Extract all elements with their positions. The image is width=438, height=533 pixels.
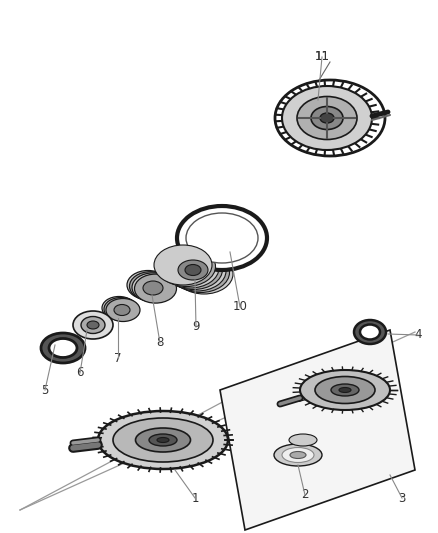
- Ellipse shape: [175, 254, 233, 294]
- Ellipse shape: [114, 304, 130, 316]
- Ellipse shape: [104, 297, 138, 320]
- Ellipse shape: [127, 271, 169, 300]
- Text: 5: 5: [41, 384, 49, 397]
- Ellipse shape: [134, 274, 177, 303]
- Ellipse shape: [354, 320, 386, 344]
- Ellipse shape: [158, 246, 215, 287]
- Ellipse shape: [154, 245, 212, 285]
- Ellipse shape: [311, 107, 343, 130]
- Ellipse shape: [130, 272, 172, 301]
- Ellipse shape: [320, 113, 334, 123]
- Polygon shape: [220, 330, 415, 530]
- Text: 11: 11: [314, 51, 329, 63]
- Ellipse shape: [106, 298, 140, 321]
- Ellipse shape: [132, 273, 174, 302]
- Ellipse shape: [102, 296, 136, 319]
- Ellipse shape: [185, 264, 201, 276]
- Text: 6: 6: [76, 367, 84, 379]
- Ellipse shape: [87, 321, 99, 329]
- Ellipse shape: [297, 96, 357, 140]
- Ellipse shape: [113, 418, 213, 462]
- Ellipse shape: [289, 434, 317, 446]
- Ellipse shape: [282, 448, 314, 463]
- Ellipse shape: [315, 376, 375, 403]
- Ellipse shape: [143, 281, 163, 295]
- Text: 9: 9: [192, 320, 200, 334]
- Ellipse shape: [161, 248, 219, 288]
- Ellipse shape: [165, 249, 223, 289]
- Ellipse shape: [41, 333, 85, 363]
- Ellipse shape: [300, 370, 390, 410]
- Text: 11: 11: [314, 51, 329, 63]
- Ellipse shape: [290, 451, 306, 458]
- Ellipse shape: [73, 311, 113, 339]
- Text: 4: 4: [414, 328, 422, 342]
- Text: 7: 7: [114, 351, 122, 365]
- Ellipse shape: [149, 434, 177, 446]
- Text: 8: 8: [156, 336, 164, 350]
- Text: 1: 1: [191, 491, 199, 505]
- Ellipse shape: [275, 80, 385, 156]
- Ellipse shape: [178, 260, 208, 280]
- Ellipse shape: [168, 251, 226, 291]
- Text: 3: 3: [398, 491, 406, 505]
- Ellipse shape: [172, 253, 230, 293]
- Ellipse shape: [81, 317, 105, 334]
- Text: 10: 10: [233, 301, 247, 313]
- Ellipse shape: [282, 86, 372, 150]
- Ellipse shape: [278, 83, 376, 153]
- Ellipse shape: [135, 428, 191, 452]
- Ellipse shape: [274, 444, 322, 466]
- Ellipse shape: [339, 387, 351, 392]
- Ellipse shape: [49, 338, 77, 358]
- Text: 2: 2: [301, 489, 309, 502]
- Ellipse shape: [360, 325, 380, 340]
- Ellipse shape: [331, 384, 359, 396]
- Ellipse shape: [98, 411, 228, 469]
- Ellipse shape: [177, 206, 267, 270]
- Ellipse shape: [186, 213, 258, 263]
- Ellipse shape: [157, 438, 169, 442]
